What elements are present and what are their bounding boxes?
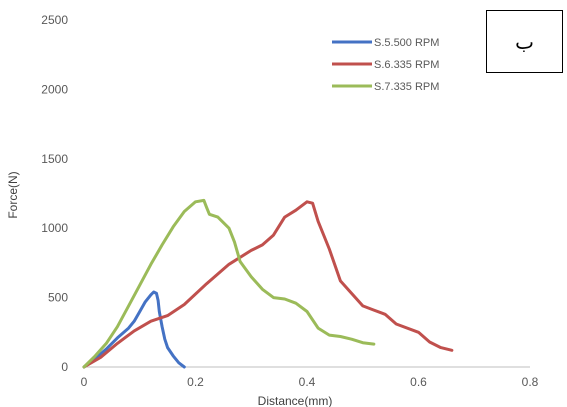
y-tick-labels: 0 500 1000 1500 2000 2500 [41,13,68,374]
x-axis-title: Distance(mm) [258,394,333,407]
series-line-3 [82,198,376,369]
corner-label: ب [515,29,534,54]
series-lines [82,198,454,369]
y-tick-label: 1000 [41,221,68,235]
x-tick-label: 0 [81,375,88,389]
y-axis-title: Force(N) [6,171,20,218]
x-tick-label: 0.6 [410,375,427,389]
corner-label-box: ب [486,10,563,73]
legend-entry-label: S.7.335 RPM [374,81,439,93]
x-tick-labels: 0 0.2 0.4 0.6 0.8 [81,375,539,389]
y-tick-label: 500 [48,291,68,305]
x-tick-label: 0.8 [522,375,539,389]
y-tick-label: 2500 [41,13,68,27]
legend-entry-label: S.6.335 RPM [374,59,439,71]
series-line-1 [82,290,186,369]
x-tick-label: 0.2 [187,375,204,389]
y-tick-label: 1500 [41,152,68,166]
legend-entry-label: S.5.500 RPM [374,37,439,49]
x-tick-label: 0.4 [299,375,316,389]
y-tick-label: 2000 [41,82,68,96]
series-line-2 [82,200,454,369]
legend: S.5.500 RPM S.6.335 RPM S.7.335 RPM [332,37,439,93]
y-tick-label: 0 [61,360,68,374]
